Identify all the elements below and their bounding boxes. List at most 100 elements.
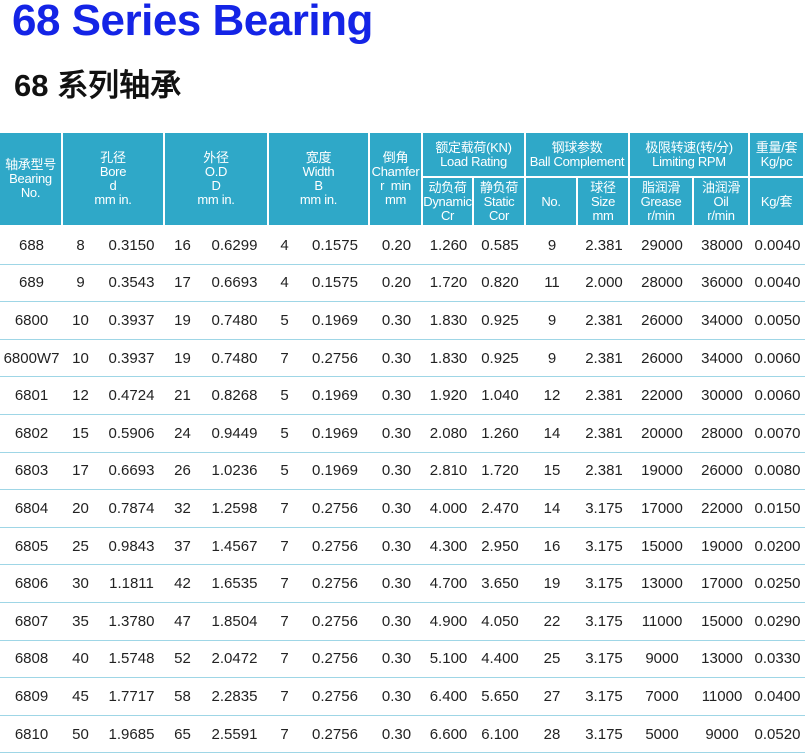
table-cell: 0.2756 xyxy=(300,678,370,716)
header-text: 动负荷 xyxy=(428,179,467,195)
table-cell: 0.30 xyxy=(370,565,423,603)
header-text: Cor xyxy=(488,207,510,223)
table-cell: 1.260 xyxy=(474,415,526,453)
table-cell: 5000 xyxy=(630,716,694,754)
table-cell: 1.8504 xyxy=(200,603,269,641)
table-cell: 17 xyxy=(63,453,98,491)
header-text: Kg/pc xyxy=(760,153,793,169)
header-text: r min xyxy=(380,178,411,193)
table-cell: 9000 xyxy=(694,716,750,754)
table-cell: 19000 xyxy=(694,528,750,566)
header-cell: No. xyxy=(526,178,578,227)
table-cell: 34000 xyxy=(694,302,750,340)
table-cell: 6809 xyxy=(0,678,63,716)
table-cell: 0.20 xyxy=(370,265,423,303)
table-cell: 16 xyxy=(526,528,578,566)
header-text: Width xyxy=(302,164,335,179)
table-cell: 2.5591 xyxy=(200,716,269,754)
table-cell: 6810 xyxy=(0,716,63,754)
table-cell: 52 xyxy=(165,641,200,679)
table-cell: 0.2756 xyxy=(300,528,370,566)
table-cell: 7 xyxy=(269,603,300,641)
table-cell: 0.30 xyxy=(370,641,423,679)
table-cell: 9 xyxy=(526,340,578,378)
header-cell: 球径 Size mm xyxy=(578,178,630,227)
table-cell: 24 xyxy=(165,415,200,453)
table-cell: 1.920 xyxy=(423,377,474,415)
table-cell: 3.175 xyxy=(578,641,630,679)
table-cell: 2.381 xyxy=(578,227,630,265)
table-cell: 0.0080 xyxy=(750,453,805,491)
table-cell: 0.0250 xyxy=(750,565,805,603)
table-cell: 58 xyxy=(165,678,200,716)
header-text: 外径 xyxy=(203,150,229,165)
table-cell: 0.6299 xyxy=(200,227,269,265)
table-cell: 3.175 xyxy=(578,490,630,528)
table-cell: 0.585 xyxy=(474,227,526,265)
table-cell: 2.381 xyxy=(578,302,630,340)
header-text: B xyxy=(314,178,323,193)
table-cell: 0.2756 xyxy=(300,716,370,754)
header-cell: 孔径 Bore d mm in. xyxy=(63,133,165,227)
header-text: 静负荷 xyxy=(479,179,519,195)
header-text: 孔径 xyxy=(100,150,126,165)
header-text: mm in. xyxy=(197,192,235,207)
table-cell: 0.3150 xyxy=(98,227,165,265)
table-cell: 50 xyxy=(63,716,98,754)
table-cell: 5 xyxy=(269,377,300,415)
table-cell: 0.0040 xyxy=(750,265,805,303)
table-cell: 1.720 xyxy=(474,453,526,491)
table-cell: 7 xyxy=(269,565,300,603)
table-cell: 0.1969 xyxy=(300,302,370,340)
table-cell: 30 xyxy=(63,565,98,603)
header-cell: 轴承型号 Bearing No. xyxy=(0,133,63,227)
header-text: 脂润滑 xyxy=(641,179,681,195)
table-cell: 7 xyxy=(269,641,300,679)
table-cell: 0.820 xyxy=(474,265,526,303)
table-cell: 0.30 xyxy=(370,678,423,716)
table-cell: 0.0200 xyxy=(750,528,805,566)
table-cell: 1.040 xyxy=(474,377,526,415)
table-cell: 2.000 xyxy=(578,265,630,303)
header-cell: Kg/套 xyxy=(750,178,805,227)
table-cell: 0.0040 xyxy=(750,227,805,265)
table-cell: 0.30 xyxy=(370,490,423,528)
table-cell: 0.30 xyxy=(370,603,423,641)
header-cell: 脂润滑 Grease r/min xyxy=(630,178,694,227)
header-cell: 倒角 Chamfer r min mm xyxy=(370,133,423,227)
table-cell: 0.0150 xyxy=(750,490,805,528)
table-cell: 11 xyxy=(526,265,578,303)
header-text: 宽度 xyxy=(305,150,332,165)
header-text: Chamfer xyxy=(371,164,420,179)
table-cell: 1.5748 xyxy=(98,641,165,679)
table-cell: 19 xyxy=(526,565,578,603)
table-cell: 14 xyxy=(526,415,578,453)
table-cell: 0.1969 xyxy=(300,377,370,415)
table-cell: 2.381 xyxy=(578,415,630,453)
table-cell: 2.381 xyxy=(578,377,630,415)
table-cell: 13000 xyxy=(694,641,750,679)
table-cell: 0.2756 xyxy=(300,340,370,378)
header-text: Ball Complement xyxy=(529,153,625,169)
table-cell: 2.080 xyxy=(423,415,474,453)
table-cell: 26000 xyxy=(694,453,750,491)
table-cell: 3.175 xyxy=(578,528,630,566)
table-cell: 7 xyxy=(269,340,300,378)
table-cell: 0.4724 xyxy=(98,377,165,415)
table-cell: 26 xyxy=(165,453,200,491)
header-text: Kg/套 xyxy=(760,193,793,209)
table-cell: 5 xyxy=(269,302,300,340)
table-cell: 4.400 xyxy=(474,641,526,679)
table-cell: 0.1575 xyxy=(300,265,370,303)
table-cell: 0.30 xyxy=(370,377,423,415)
table-cell: 0.30 xyxy=(370,415,423,453)
header-group: 钢球参数 Ball Complement xyxy=(526,133,630,178)
table-cell: 0.2756 xyxy=(300,565,370,603)
table-cell: 15 xyxy=(63,415,98,453)
table-cell: 0.20 xyxy=(370,227,423,265)
header-text: D xyxy=(211,178,221,193)
table-cell: 6.400 xyxy=(423,678,474,716)
header-text: Grease xyxy=(640,193,682,209)
table-cell: 0.7480 xyxy=(200,340,269,378)
table-cell: 32 xyxy=(165,490,200,528)
